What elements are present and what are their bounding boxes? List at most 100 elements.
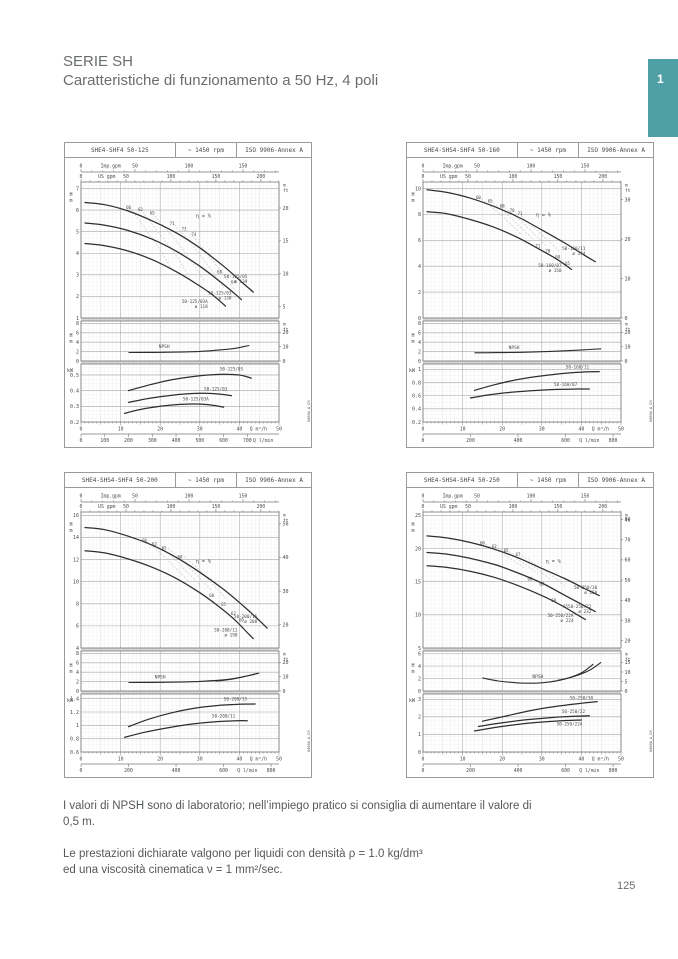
svg-text:ft: ft bbox=[283, 327, 289, 333]
chart-model-label: SHE4-SHS4-SHF4 50-160 bbox=[407, 143, 518, 157]
svg-text:US gpm: US gpm bbox=[440, 174, 457, 180]
svg-text:50-125/03: 50-125/03 bbox=[208, 290, 232, 296]
svg-text:0: 0 bbox=[625, 359, 628, 365]
svg-text:0: 0 bbox=[422, 494, 425, 500]
svg-text:ø 250: ø 250 bbox=[584, 590, 597, 596]
svg-text:65: 65 bbox=[488, 199, 493, 204]
svg-text:η = %: η = % bbox=[536, 212, 551, 218]
svg-text:20: 20 bbox=[283, 206, 289, 212]
svg-text:Q l/min: Q l/min bbox=[237, 768, 257, 774]
svg-text:kW: kW bbox=[67, 368, 74, 374]
svg-text:65: 65 bbox=[563, 604, 568, 609]
svg-text:20: 20 bbox=[283, 660, 289, 666]
svg-text:150: 150 bbox=[554, 174, 563, 180]
svg-text:10: 10 bbox=[283, 674, 289, 680]
svg-text:150: 150 bbox=[581, 164, 590, 170]
svg-text:30: 30 bbox=[283, 589, 289, 595]
svg-text:4: 4 bbox=[418, 264, 421, 270]
chart-rpm-label: ~ 1450 rpm bbox=[176, 473, 238, 487]
svg-text:0: 0 bbox=[422, 427, 425, 433]
svg-text:10: 10 bbox=[415, 613, 421, 619]
svg-text:3: 3 bbox=[418, 697, 421, 703]
svg-text:150: 150 bbox=[554, 504, 563, 510]
svg-text:100: 100 bbox=[185, 494, 194, 500]
svg-text:50-250/22: 50-250/22 bbox=[562, 709, 586, 715]
svg-text:60: 60 bbox=[625, 558, 631, 564]
svg-text:60: 60 bbox=[142, 538, 147, 543]
svg-text:ø 174: ø 174 bbox=[572, 251, 585, 257]
svg-text:8: 8 bbox=[76, 651, 79, 657]
svg-text:Q l/min: Q l/min bbox=[579, 768, 599, 774]
svg-text:68: 68 bbox=[500, 203, 505, 208]
svg-text:0.3: 0.3 bbox=[70, 404, 79, 410]
svg-text:0: 0 bbox=[422, 438, 425, 444]
svg-text:150: 150 bbox=[212, 504, 221, 510]
svg-text:62: 62 bbox=[231, 611, 236, 616]
svg-text:10: 10 bbox=[625, 276, 631, 282]
svg-text:6: 6 bbox=[418, 331, 421, 337]
svg-text:0: 0 bbox=[418, 750, 421, 756]
svg-text:68: 68 bbox=[551, 598, 556, 603]
svg-text:5: 5 bbox=[76, 229, 79, 235]
svg-text:30: 30 bbox=[625, 618, 631, 624]
chart-standard-label: ISO 9906-Annex A bbox=[245, 476, 303, 484]
svg-text:200: 200 bbox=[124, 768, 133, 774]
svg-text:0: 0 bbox=[283, 359, 286, 365]
svg-text:0: 0 bbox=[80, 494, 83, 500]
svg-text:kW: kW bbox=[409, 368, 416, 374]
svg-text:H: H bbox=[69, 333, 72, 339]
svg-text:200: 200 bbox=[599, 504, 608, 510]
svg-text:ø 118: ø 118 bbox=[195, 304, 208, 310]
svg-text:US gpm: US gpm bbox=[98, 504, 115, 510]
svg-text:150: 150 bbox=[239, 164, 248, 170]
svg-text:0: 0 bbox=[80, 757, 83, 763]
chart-rpm-label: ~ 1450 rpm bbox=[518, 473, 580, 487]
svg-text:50-125/03: 50-125/03 bbox=[204, 387, 228, 393]
svg-text:US gpm: US gpm bbox=[440, 504, 457, 510]
svg-text:68: 68 bbox=[555, 254, 560, 259]
chart-panel-50-125: SHE4-SHF4 50-125 ~ 1450 rpm ISO 9906-Ann… bbox=[64, 142, 312, 448]
svg-text:ø 190: ø 190 bbox=[224, 632, 237, 638]
svg-text:30: 30 bbox=[539, 427, 545, 433]
svg-text:Q m³/h: Q m³/h bbox=[250, 757, 267, 763]
svg-text:Q l/min: Q l/min bbox=[579, 438, 599, 444]
svg-text:10: 10 bbox=[625, 670, 631, 676]
svg-text:20: 20 bbox=[415, 546, 421, 552]
svg-text:62: 62 bbox=[152, 542, 157, 547]
svg-text:8: 8 bbox=[76, 602, 79, 608]
svg-text:71: 71 bbox=[535, 243, 540, 248]
svg-text:68: 68 bbox=[209, 593, 214, 598]
svg-text:20: 20 bbox=[157, 757, 163, 763]
svg-text:50: 50 bbox=[625, 578, 631, 584]
svg-text:0: 0 bbox=[283, 689, 286, 695]
svg-text:64: 64 bbox=[231, 279, 236, 284]
svg-text:800: 800 bbox=[609, 768, 618, 774]
svg-text:m: m bbox=[69, 198, 72, 204]
svg-text:40: 40 bbox=[579, 757, 585, 763]
svg-text:50-160/11: 50-160/11 bbox=[562, 246, 586, 252]
chart-code: 04604_A_CH bbox=[307, 730, 311, 752]
svg-text:4: 4 bbox=[418, 340, 421, 346]
svg-text:4: 4 bbox=[76, 251, 79, 257]
svg-text:14: 14 bbox=[73, 535, 79, 541]
svg-text:40: 40 bbox=[237, 427, 243, 433]
svg-text:0: 0 bbox=[422, 164, 425, 170]
svg-text:400: 400 bbox=[514, 768, 523, 774]
svg-text:50-200/15: 50-200/15 bbox=[234, 614, 258, 620]
svg-text:8: 8 bbox=[418, 321, 421, 327]
svg-text:m: m bbox=[625, 514, 628, 519]
svg-text:20: 20 bbox=[283, 623, 289, 629]
chart-header: SHE4-SHS4-SHF4 50-200 ~ 1450 rpm ISO 990… bbox=[65, 473, 311, 488]
svg-text:50: 50 bbox=[276, 427, 282, 433]
svg-text:6: 6 bbox=[76, 208, 79, 214]
svg-text:H: H bbox=[69, 522, 72, 528]
svg-text:NPSH: NPSH bbox=[159, 344, 170, 350]
svg-text:30: 30 bbox=[539, 757, 545, 763]
svg-text:150: 150 bbox=[239, 494, 248, 500]
chart-standard-label: ISO 9906-Annex A bbox=[245, 146, 303, 154]
svg-text:200: 200 bbox=[466, 438, 475, 444]
svg-text:500: 500 bbox=[195, 438, 204, 444]
